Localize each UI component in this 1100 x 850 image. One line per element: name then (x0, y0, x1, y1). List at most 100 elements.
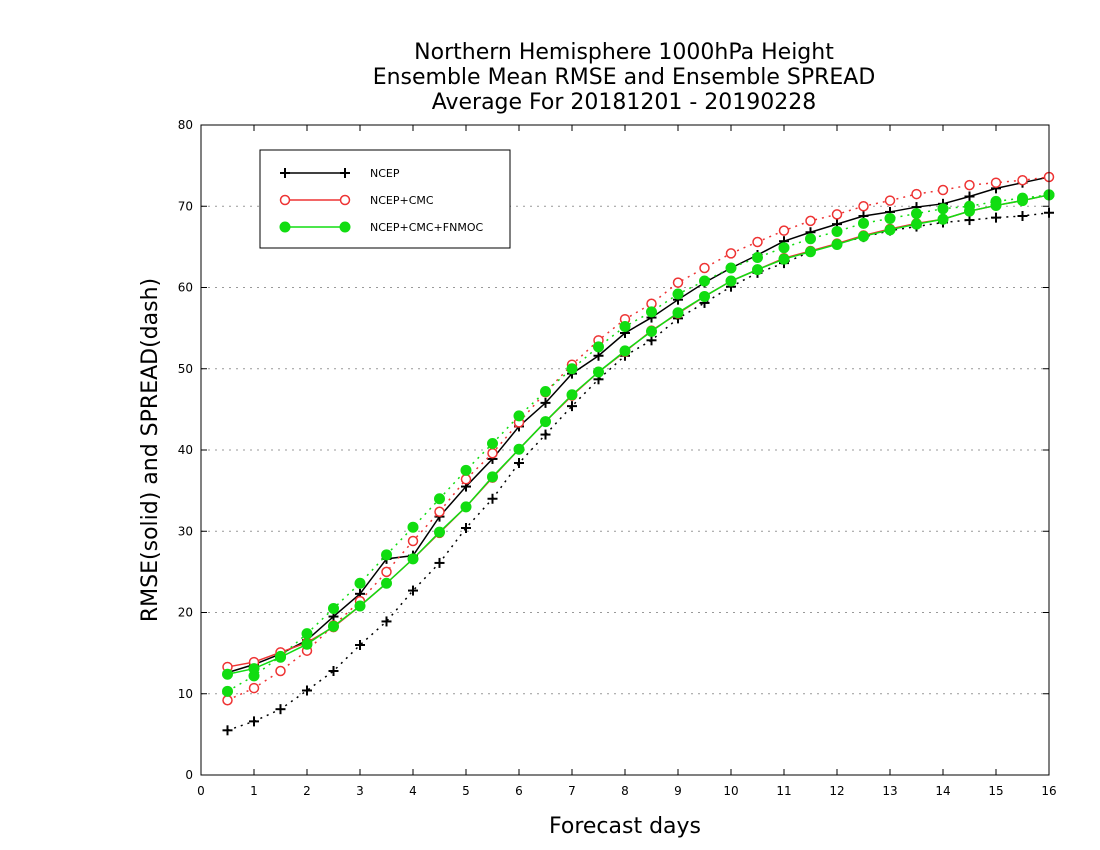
rmse-point (619, 345, 631, 357)
rmse-point (884, 224, 896, 236)
spread-point (222, 685, 233, 697)
rmse-point (275, 651, 286, 663)
rmse-point (593, 350, 604, 361)
spread-point (275, 704, 286, 715)
spread-point (884, 212, 896, 224)
y-axis-label: RMSE(solid) and SPREAD(dash) (138, 278, 163, 622)
spread-point (964, 215, 975, 226)
spread-point (434, 557, 445, 568)
rmse-point (964, 191, 975, 202)
spread-point (355, 640, 365, 650)
rmse-point (858, 230, 869, 242)
spread-point (725, 248, 737, 259)
spread-point (328, 666, 339, 676)
rmse-point (831, 238, 843, 250)
y-tick-label: 70 (178, 199, 193, 213)
spread-point (302, 685, 312, 696)
rmse-point (487, 471, 498, 483)
spread-point (937, 203, 949, 215)
y-tick-label: 10 (178, 687, 193, 701)
x-tick-label: 11 (776, 784, 791, 798)
rmse-point (513, 443, 525, 455)
spread-point (911, 208, 922, 220)
spread-point (566, 363, 578, 375)
spread-point (408, 585, 418, 596)
spread-point (990, 177, 1002, 188)
series-ncep-cmc-fnmoc (222, 189, 1055, 697)
spread-point (884, 195, 896, 206)
spread-point (911, 188, 922, 200)
spread-point (805, 233, 816, 245)
y-tick-label: 20 (178, 606, 193, 620)
spread-point (831, 225, 843, 237)
title-line: Ensemble Mean RMSE and Ensemble SPREAD (373, 65, 876, 90)
y-tick-label: 30 (178, 524, 193, 538)
legend-label: NCEP+CMC (370, 194, 434, 207)
spread-point (248, 682, 260, 694)
spread-line-ncep (227, 212, 1050, 732)
spread-point (672, 288, 684, 300)
rmse-point (540, 397, 551, 408)
spread-point (964, 179, 975, 191)
x-tick-label: 0 (197, 784, 205, 798)
legend-marker (279, 221, 291, 233)
rmse-point (699, 290, 710, 302)
x-tick-label: 5 (462, 784, 470, 798)
legend-marker (339, 221, 351, 233)
spread-point (354, 577, 366, 589)
series-ncep (222, 172, 1054, 736)
legend-marker (279, 194, 291, 206)
rmse-point (752, 264, 763, 276)
spread-point (301, 628, 313, 640)
rmse-point (805, 246, 816, 258)
rmse-point (593, 366, 604, 378)
spread-point (328, 602, 339, 614)
legend-item: NCEP+CMC (279, 194, 434, 207)
spread-point (249, 716, 259, 727)
rmse-point (222, 668, 233, 680)
rmse-point (566, 389, 578, 401)
spread-point (699, 262, 710, 274)
rmse-point (407, 553, 419, 565)
spread-point (222, 725, 233, 736)
y-tick-label: 50 (178, 362, 193, 376)
rmse-point (646, 325, 657, 337)
spread-point (1017, 175, 1028, 186)
spread-point (619, 321, 631, 332)
legend-item: NCEP+CMC+FNMOC (279, 221, 483, 234)
spread-point (778, 225, 790, 236)
title-line: Average For 20181201 - 20190228 (432, 90, 817, 115)
x-tick-label: 15 (988, 784, 1003, 798)
spread-point (381, 566, 392, 578)
spread-point (407, 535, 419, 547)
x-tick-label: 10 (723, 784, 738, 798)
legend: NCEP NCEP+CMC NCEP+CMC+FNMOC (259, 149, 511, 249)
x-tick-label: 9 (674, 784, 682, 798)
chart-title: Northern Hemisphere 1000hPa HeightEnsemb… (373, 40, 876, 115)
rmse-line-ncep-cmc (227, 194, 1050, 668)
x-tick-label: 1 (250, 784, 258, 798)
x-tick-label: 6 (515, 784, 523, 798)
title-line: Northern Hemisphere 1000hPa Height (414, 40, 834, 65)
x-tick-label: 4 (409, 784, 417, 798)
rmse-point (672, 307, 684, 319)
spread-point (540, 386, 551, 397)
spread-point (725, 262, 737, 274)
x-tick-label: 16 (1041, 784, 1056, 798)
x-tick-label: 8 (621, 784, 629, 798)
spread-point (487, 493, 498, 504)
y-tick-label: 0 (185, 768, 193, 782)
spread-point (513, 410, 525, 422)
spread-line-ncep-cmc-fnmoc (227, 194, 1050, 692)
rmse-point (911, 218, 922, 230)
x-tick-label: 13 (882, 784, 897, 798)
spread-point (699, 275, 710, 287)
spread-point (858, 217, 869, 229)
rmse-point (937, 213, 949, 225)
spread-point (514, 458, 524, 468)
rmse-point (964, 205, 975, 217)
spread-point (381, 549, 392, 561)
spread-point (460, 464, 472, 476)
legend-label: NCEP+CMC+FNMOC (370, 221, 483, 234)
legend-marker (339, 194, 351, 206)
